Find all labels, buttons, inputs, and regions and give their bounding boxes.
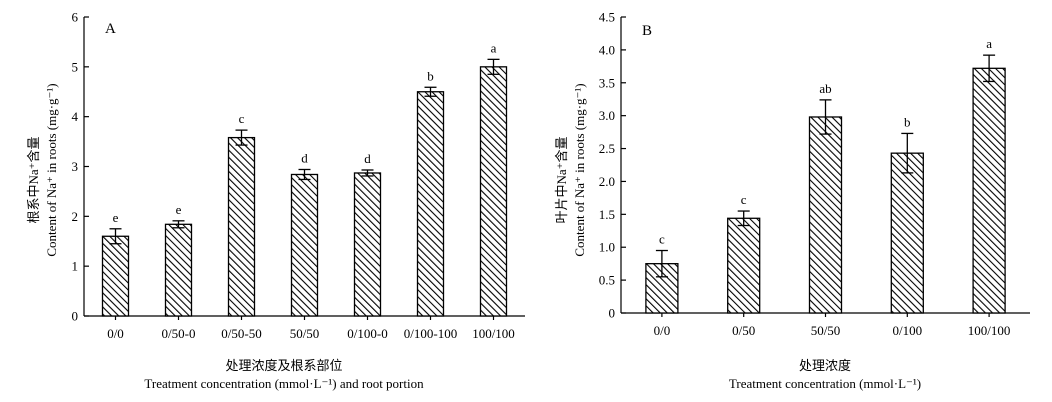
panel-a-x-tick-label: 0/50-50 — [221, 326, 261, 341]
panel-b-error-bar — [983, 54, 996, 83]
panel-a-error-bar — [487, 58, 500, 75]
panel-a-x-tick-label: 0/100-0 — [347, 326, 387, 341]
panel-a-significance-letter: b — [427, 68, 434, 83]
panel-a-y-tick-label: 6 — [72, 10, 79, 25]
panel-b-y-ticks: 0 0.5 1.0 1.5 2.0 2.5 3.0 3.5 4.0 4.5 — [599, 10, 626, 321]
panel-a-label: A — [105, 21, 116, 37]
panel-a-y-tick-label: 0 — [72, 309, 79, 324]
panel-a-significance-letter: c — [239, 111, 245, 126]
panel-a: 0 1 2 3 4 5 6 e e c d d b a 0/0 0/50-0 0/50-50 50/50 0/1… — [26, 10, 525, 391]
panel-a-error-bars — [109, 58, 500, 245]
panel-b-error-bar — [737, 210, 750, 227]
panel-a-significance-letter: e — [113, 210, 119, 225]
panel-b-y-tick-label: 2.0 — [599, 174, 615, 189]
panel-b-error-bar — [655, 249, 668, 278]
panel-a-bar — [353, 172, 382, 317]
panel-b-x-tick-label: 50/50 — [811, 323, 841, 338]
panel-b-xlabel-en: Treatment concentration (mmol·L⁻¹) — [729, 376, 921, 391]
panel-a-y-tick-label: 4 — [72, 109, 79, 124]
panel-a-x-ticks: 0/0 0/50-0 0/50-50 50/50 0/100-0 0/100-100 100… — [107, 316, 515, 341]
panel-a-y-tick-label: 5 — [72, 59, 79, 74]
panel-a-significance-letter: e — [176, 202, 182, 217]
panel-a-bar — [416, 91, 445, 317]
panel-a-x-tick-label: 0/0 — [107, 326, 124, 341]
panel-a-x-tick-label: 0/100-100 — [404, 326, 457, 341]
panel-a-x-tick-label: 0/50-0 — [162, 326, 196, 341]
panel-b-bar — [727, 217, 761, 314]
panel-a-y-ticks: 0 1 2 3 4 5 6 — [72, 10, 89, 324]
panel-b-ylabel-en: Content of Na⁺ in roots (mg·g⁻¹) — [572, 83, 587, 256]
panel-b-y-tick-label: 4.0 — [599, 42, 615, 57]
panel-b-label: B — [642, 23, 652, 39]
panel-a-ylabel-cn: 根系中Na⁺含量 — [26, 136, 41, 223]
panel-b-significance-letter: a — [986, 36, 992, 51]
panel-b-y-tick-label: 0.5 — [599, 273, 615, 288]
panel-b-y-tick-label: 3.5 — [599, 75, 615, 90]
panel-b-significance-letter: ab — [819, 81, 831, 96]
panel-b-y-tick-label: 3.0 — [599, 108, 615, 123]
panel-a-x-tick-label: 50/50 — [290, 326, 320, 341]
panel-a-error-bar — [298, 168, 311, 181]
panel-b-bars — [645, 67, 1006, 314]
panel-b-y-tick-label: 2.5 — [599, 141, 615, 156]
panel-a-significance-letter: d — [364, 151, 371, 166]
panel-b-x-tick-label: 0/50 — [732, 323, 755, 338]
panel-a-significance-letter: a — [491, 40, 497, 55]
panel-a-error-bar — [424, 86, 437, 97]
panel-b-bar — [890, 152, 924, 314]
panel-b-y-tick-label: 4.5 — [599, 10, 615, 25]
panel-b-y-tick-label: 1.0 — [599, 240, 615, 255]
panel-b-error-bars — [655, 54, 996, 278]
panel-b-error-bar — [819, 99, 832, 135]
panel-a-bar — [290, 173, 319, 317]
panel-b-significance-letter: b — [904, 114, 911, 129]
panel-a-xlabel-en: Treatment concentration (mmol·L⁻¹) and r… — [144, 376, 424, 391]
panel-a-x-tick-label: 100/100 — [472, 326, 515, 341]
panel-b-significance-letters: c c ab b a — [659, 36, 992, 246]
panel-a-bars — [101, 66, 508, 317]
panel-b-significance-letter: c — [659, 232, 665, 247]
panel-a-ylabel-en: Content of Na⁺ in roots (mg·g⁻¹) — [44, 83, 59, 256]
panel-b-error-bar — [901, 132, 914, 174]
panel-a-bar — [227, 136, 256, 317]
panel-a-bar — [164, 223, 193, 317]
panel-b-significance-letter: c — [741, 192, 747, 207]
panel-a-y-tick-label: 1 — [72, 259, 79, 274]
panel-b-x-tick-label: 100/100 — [968, 323, 1011, 338]
panel-b-x-ticks: 0/0 0/50 50/50 0/100 100/100 — [654, 313, 1011, 338]
panel-a-bar — [101, 235, 130, 317]
panel-a-xlabel-cn: 处理浓度及根系部位 — [225, 358, 342, 373]
panel-a-y-tick-label: 3 — [72, 159, 79, 174]
panel-a-error-bar — [235, 129, 248, 146]
panel-b-bar — [808, 116, 843, 314]
panel-b-ylabel-cn: 叶片中Na⁺含量 — [554, 136, 569, 223]
panel-b-y-tick-label: 1.5 — [599, 207, 615, 222]
panel-b-y-tick-label: 0 — [609, 306, 616, 321]
panel-b-x-tick-label: 0/0 — [654, 323, 671, 338]
panel-a-error-bar — [361, 169, 374, 177]
panel-a-error-bar — [109, 228, 122, 245]
panel-b-bar — [972, 67, 1006, 314]
panel-a-significance-letter: d — [301, 150, 308, 165]
panel-a-significance-letters: e e c d d b a — [113, 40, 497, 224]
panel-a-error-bar — [172, 220, 185, 229]
panel-b-x-tick-label: 0/100 — [892, 323, 922, 338]
panel-b-xlabel-cn: 处理浓度 — [799, 358, 851, 373]
panel-a-bar — [479, 66, 508, 317]
panel-a-y-tick-label: 2 — [72, 209, 79, 224]
